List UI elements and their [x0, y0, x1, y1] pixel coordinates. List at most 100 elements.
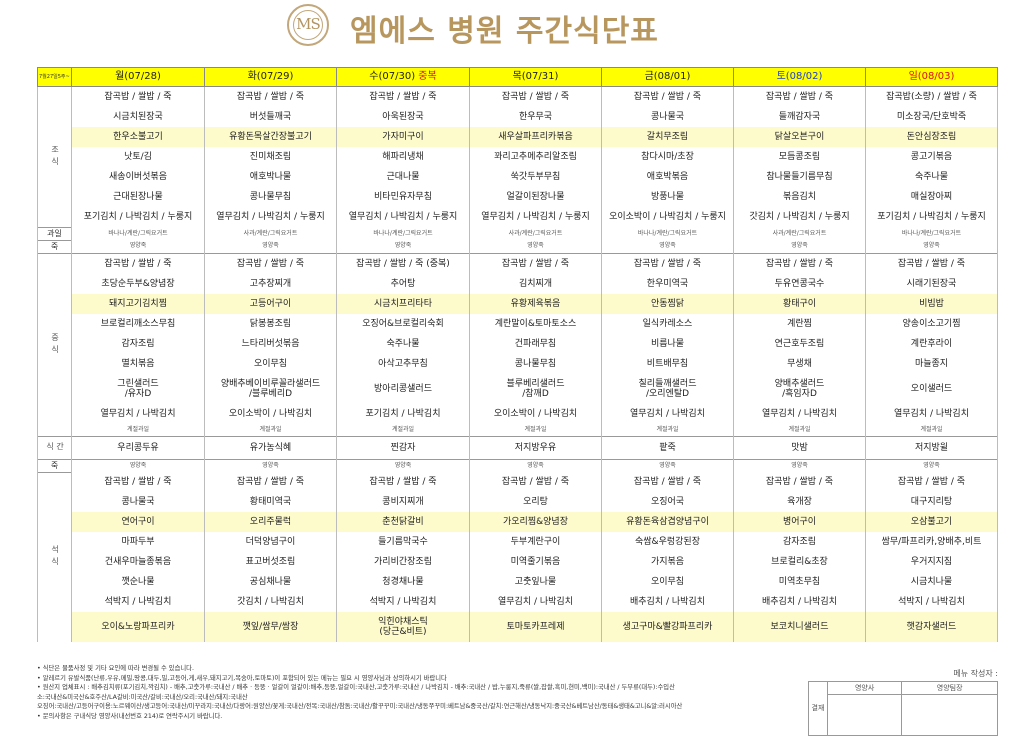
logo-ring: [293, 10, 323, 40]
approval-box: 메뉴 작성자 : 결재 영양사 영양팀장: [808, 668, 998, 736]
menu-cell: 오이소박이 / 나박김치: [469, 403, 602, 424]
holiday-tag: 중복: [418, 71, 437, 82]
menu-cell: 황태미역국: [204, 492, 337, 512]
menu-cell: 유황돈목살간장불고기: [204, 127, 337, 147]
menu-cell: 오이소박이 / 나박김치: [204, 403, 337, 424]
menu-cell: 양배추베이비루꼴라샐러드 /블루베리D: [204, 373, 337, 404]
day-header: 목(07/31): [469, 67, 602, 87]
menu-cell: 잡곡밥 / 쌀밥 / 죽: [733, 86, 866, 107]
menu-cell: 저지방우유: [469, 435, 602, 459]
menu-cell: 영양죽: [204, 240, 337, 253]
menu-cell: 콩비지찌개: [336, 492, 470, 512]
menu-cell: 고추장찌개: [204, 273, 337, 294]
menu-cell: 오리주물럭: [204, 512, 337, 532]
menu-cell: 한우무국: [469, 107, 602, 127]
menu-cell: 안동찜닭: [601, 293, 734, 314]
menu-cell: 공심채나물: [204, 572, 337, 592]
menu-cell: 바나나/계란/그릭요거트: [71, 227, 205, 240]
menu-cell: 깻잎/쌈무/쌈장: [204, 612, 337, 642]
footer-line: • 문의사항은 구내식당 영양사(내선번호 214)로 연락주시기 바랍니다.: [37, 712, 223, 720]
menu-cell: 계란말이&토마토소스: [469, 313, 602, 334]
menu-cell: 영양죽: [71, 240, 205, 253]
day-label: 금(08/01): [644, 71, 691, 82]
page-title: 엠에스 병원 주간식단표: [350, 14, 659, 49]
menu-cell: 유황제육볶음: [469, 293, 602, 314]
menu-cell: 오이샐러드: [865, 373, 998, 404]
menu-cell: 비빔밥: [865, 293, 998, 314]
menu-cell: 진미채조림: [204, 147, 337, 167]
menu-cell: 열무김치 / 나박김치: [469, 592, 602, 612]
menu-cell: 감자조림: [733, 532, 866, 552]
menu-cell: 일식카레소스: [601, 313, 734, 334]
period-note: 7월27일5주~ 7월28일8월1주: [37, 67, 72, 87]
menu-cell: 영양죽: [71, 458, 205, 472]
menu-cell: 갓김치 / 나박김치: [204, 592, 337, 612]
menu-cell: 비름나물: [601, 333, 734, 354]
menu-cell: 돈안심장조림: [865, 127, 998, 147]
menu-cell: 열무김치 / 나박김치: [733, 403, 866, 424]
team-lead-header: 영양팀장: [901, 681, 998, 695]
menu-cell: 애호박나물: [204, 167, 337, 187]
menu-cell: 바나나/계란/그릭요거트: [336, 227, 470, 240]
menu-cell: 오이무침: [601, 572, 734, 592]
menu-cell: 마늘종지: [865, 353, 998, 374]
menu-cell: 해파리냉채: [336, 147, 470, 167]
menu-cell: 유황돈육삼겹양념구이: [601, 512, 734, 532]
menu-cell: 열무김치 / 나박김치: [71, 403, 205, 424]
menu-cell: 계란찜: [733, 313, 866, 334]
menu-cell: 유가농식혜: [204, 435, 337, 459]
menu-cell: 갈치무조림: [601, 127, 734, 147]
footer-line: 소:국내산&미국산&호주산/LA갈비:미국산/갈비:국내산/오리:국내산/돼지:…: [37, 693, 248, 701]
menu-cell: 청경채나물: [336, 572, 470, 592]
menu-cell: 얼갈이된장나물: [469, 187, 602, 207]
menu-cell: 쌈무/파프리카,양배추,비트: [865, 532, 998, 552]
menu-cell: 아삭고추무침: [336, 353, 470, 374]
menu-cell: 미역초무침: [733, 572, 866, 592]
menu-cell: 사과/계란/그릭요거트: [469, 227, 602, 240]
menu-cell: 오징어국: [601, 492, 734, 512]
menu-cell: 보코치니샐러드: [733, 612, 866, 642]
menu-cell: 근대된장나물: [71, 187, 205, 207]
menu-cell: 건새우마늘종볶음: [71, 552, 205, 572]
menu-cell: 열무김치 / 나박김치: [865, 403, 998, 424]
menu-cell: 잡곡밥 / 쌀밥 / 죽: [601, 252, 734, 274]
menu-cell: 미역줄기볶음: [469, 552, 602, 572]
menu-cell: 팥죽: [601, 435, 734, 459]
menu-cell: 잡곡밥 / 쌀밥 / 죽: [71, 472, 205, 492]
menu-cell: 한우미역국: [601, 273, 734, 294]
menu-cell: 낫토/김: [71, 147, 205, 167]
menu-cell: 계절과일: [469, 423, 602, 436]
footer-line: • 식단은 물품사정 및 기타 요인에 따라 변경될 수 있습니다.: [37, 665, 194, 672]
menu-cell: 참다시마/초장: [601, 147, 734, 167]
menu-cell: 초당순두부&양념장: [71, 273, 205, 294]
menu-cell: 열무김치 / 나박김치 / 누룽지: [336, 207, 470, 227]
menu-cell: 아욱된장국: [336, 107, 470, 127]
menu-cell: 열무김치 / 나박김치 / 누룽지: [469, 207, 602, 227]
menu-cell: 계절과일: [733, 423, 866, 436]
menu-cell: 영양죽: [733, 240, 866, 253]
menu-cell: 들기름막국수: [336, 532, 470, 552]
menu-cell: 오삼불고기: [865, 512, 998, 532]
menu-cell: 우거지지짐: [865, 552, 998, 572]
menu-cell: 잡곡밥 / 쌀밥 / 죽: [336, 472, 470, 492]
footer-line: • 원산지 업체표시 : 배추김치류(포기김치,깍김치) - 배추,고춧가루:국…: [37, 684, 675, 692]
menu-cell: 토마토카프레제: [469, 612, 602, 642]
menu-cell: 잡곡밥 / 쌀밥 / 죽: [204, 86, 337, 107]
menu-cell: 석박지 / 나박김치: [71, 592, 205, 612]
menu-cell: 영양죽: [601, 240, 734, 253]
day-header: 일(08/03): [865, 67, 998, 87]
menu-cell: 양배추샐러드 /흑임자D: [733, 373, 866, 404]
day-header: 월(07/28): [71, 67, 205, 87]
menu-cell: 콩나물무침: [469, 353, 602, 374]
menu-cell: 볶음김치: [733, 187, 866, 207]
menu-cell: 한우소불고기: [71, 127, 205, 147]
menu-cell: 브로컬리&초장: [733, 552, 866, 572]
menu-cell: 가자미구이: [336, 127, 470, 147]
menu-cell: 사과/계란/그릭요거트: [204, 227, 337, 240]
menu-cell: 잡곡밥 / 쌀밥 / 죽: [204, 252, 337, 274]
day-header: 화(07/29): [204, 67, 337, 87]
menu-cell: 계절과일: [71, 423, 205, 436]
menu-cell: 무생채: [733, 353, 866, 374]
menu-cell: 햇감자샐러드: [865, 612, 998, 642]
menu-cell: 미소장국/단호박죽: [865, 107, 998, 127]
